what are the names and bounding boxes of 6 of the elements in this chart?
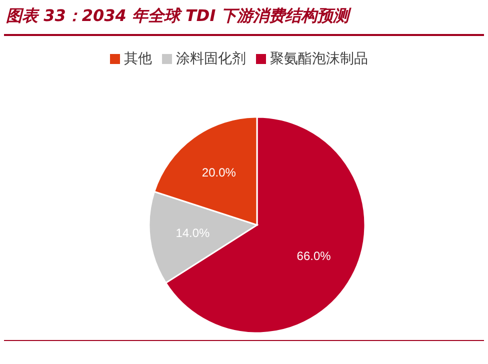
legend-label: 聚氨酯泡沫制品 (270, 51, 368, 67)
chart-title: 图表 33：2034 年全球 TDI 下游消费结构预测 (6, 6, 350, 27)
data-label: 20.0% (202, 166, 236, 180)
legend-label: 其他 (124, 51, 152, 67)
data-label: 66.0% (296, 249, 332, 264)
legend-label: 涂料固化剂 (176, 51, 246, 67)
